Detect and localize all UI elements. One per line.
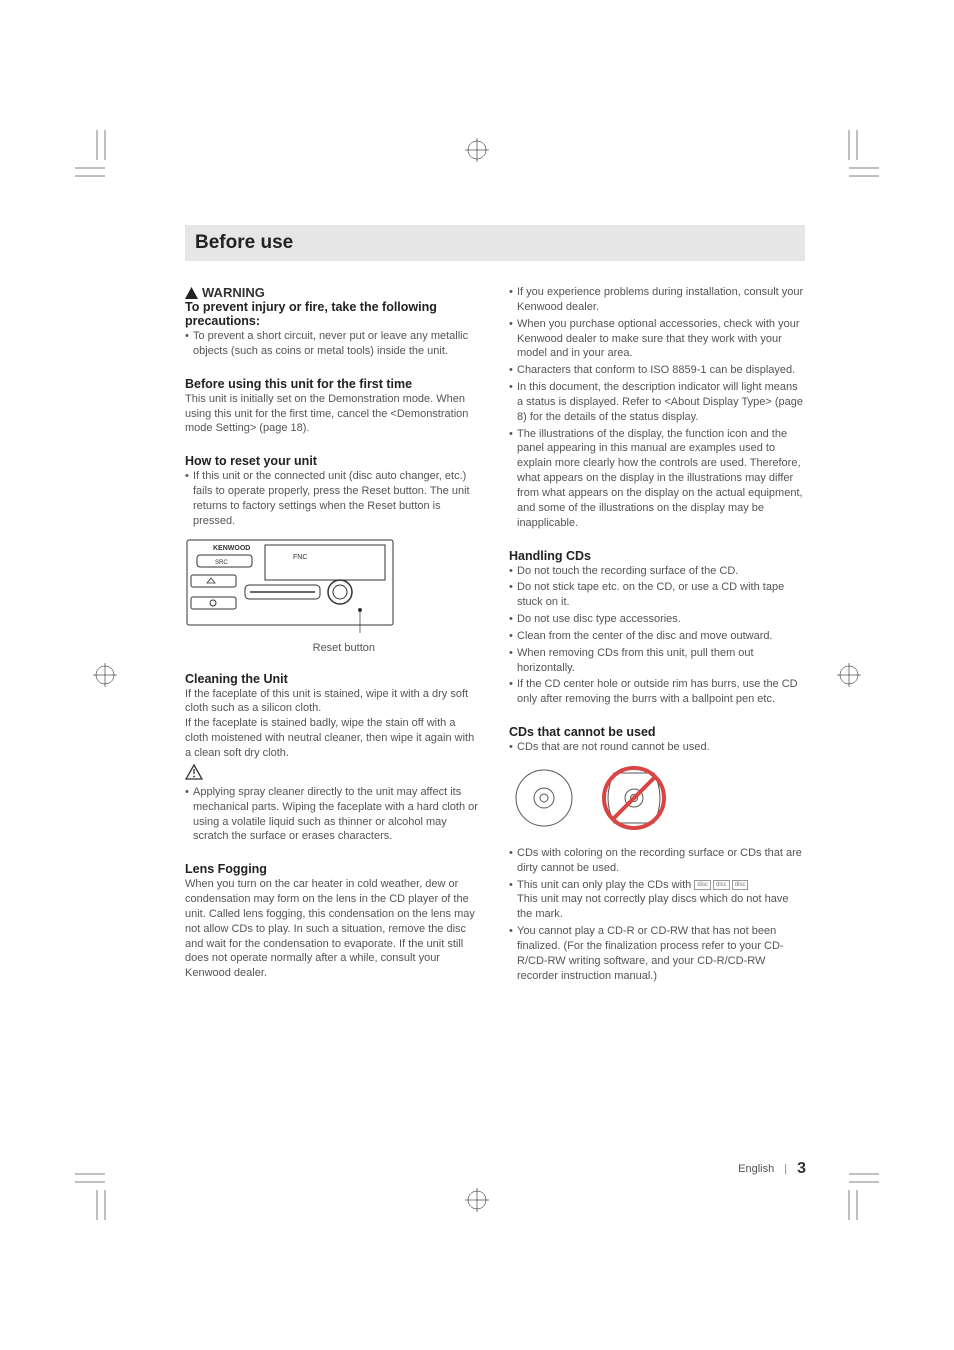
disc-logo-icon: disc xyxy=(694,880,711,890)
handling-heading: Handling CDs xyxy=(509,549,805,563)
list-item: Clean from the center of the disc and mo… xyxy=(509,629,805,644)
fogging-heading: Lens Fogging xyxy=(185,862,481,876)
list-item: Characters that conform to ISO 8859-1 ca… xyxy=(509,363,805,378)
list-item: To prevent a short circuit, never put or… xyxy=(185,329,481,359)
warning-triangle-icon xyxy=(185,287,198,299)
cleaning-caution-list: Applying spray cleaner directly to the u… xyxy=(185,785,481,844)
cd-shapes-diagram xyxy=(509,763,689,833)
fogging-body: When you turn on the car heater in cold … xyxy=(185,877,481,981)
list-item: When removing CDs from this unit, pull t… xyxy=(509,646,805,676)
first-time-body: This unit is initially set on the Demons… xyxy=(185,392,481,437)
cannot-play-note: This unit may not correctly play discs w… xyxy=(517,892,805,922)
reset-section: How to reset your unit If this unit or t… xyxy=(185,454,481,653)
page-title: Before use xyxy=(195,232,795,254)
handling-list: Do not touch the recording surface of th… xyxy=(509,564,805,708)
precautions-list: To prevent a short circuit, never put or… xyxy=(185,329,481,359)
list-item: If the CD center hole or outside rim has… xyxy=(509,677,805,707)
list-item: When you purchase optional accessories, … xyxy=(509,317,805,362)
precautions-heading: To prevent injury or fire, take the foll… xyxy=(185,300,481,328)
list-item: Do not stick tape etc. on the CD, or use… xyxy=(509,580,805,610)
general-notes-section: If you experience problems during instal… xyxy=(509,285,805,531)
brand-label: KENWOOD xyxy=(213,545,250,552)
general-notes-list: If you experience problems during instal… xyxy=(509,285,805,531)
disc-logo-icon: disc xyxy=(713,880,730,890)
reset-heading: How to reset your unit xyxy=(185,454,481,468)
footer-separator: | xyxy=(784,1163,787,1175)
cannot-intro-list: CDs that are not round cannot be used. xyxy=(509,740,805,755)
fnc-label: FNC xyxy=(293,554,307,561)
cannot-use-section: CDs that cannot be used CDs that are not… xyxy=(509,725,805,983)
list-item: In this document, the description indica… xyxy=(509,380,805,425)
first-time-heading: Before using this unit for the first tim… xyxy=(185,377,481,391)
list-item: If this unit or the connected unit (disc… xyxy=(185,469,481,528)
two-column-layout: WARNING To prevent injury or fire, take … xyxy=(185,285,805,1002)
disc-logo-icon: disc xyxy=(732,880,749,890)
reset-diagram: FNC KENWOOD SRC xyxy=(185,535,395,635)
section-title-bar: Before use xyxy=(185,225,805,261)
handling-cds-section: Handling CDs Do not touch the recording … xyxy=(509,549,805,708)
page-footer: English | 3 xyxy=(738,1160,806,1178)
list-item: If you experience problems during instal… xyxy=(509,285,805,315)
list-item: The illustrations of the display, the fu… xyxy=(509,427,805,531)
left-column: WARNING To prevent injury or fire, take … xyxy=(185,285,481,1002)
footer-language: English xyxy=(738,1163,774,1175)
cannot-play-text: This unit can only play the CDs with xyxy=(517,879,691,891)
list-item: Applying spray cleaner directly to the u… xyxy=(185,785,481,844)
warning-section: WARNING To prevent injury or fire, take … xyxy=(185,285,481,359)
fogging-section: Lens Fogging When you turn on the car he… xyxy=(185,862,481,981)
list-item: Do not use disc type accessories. xyxy=(509,612,805,627)
first-time-section: Before using this unit for the first tim… xyxy=(185,377,481,437)
list-item: CDs with coloring on the recording surfa… xyxy=(509,846,805,876)
caution-triangle-icon xyxy=(185,764,203,780)
warning-heading: WARNING xyxy=(185,285,481,300)
src-label: SRC xyxy=(215,560,228,566)
cannot-heading: CDs that cannot be used xyxy=(509,725,805,739)
reset-caption: Reset button xyxy=(185,642,395,654)
page-content: Before use WARNING To prevent injury or … xyxy=(185,225,805,1002)
list-item: CDs that are not round cannot be used. xyxy=(509,740,805,755)
cleaning-body: If the faceplate of this unit is stained… xyxy=(185,687,481,761)
reset-list: If this unit or the connected unit (disc… xyxy=(185,469,481,528)
cleaning-heading: Cleaning the Unit xyxy=(185,672,481,686)
list-item: Do not touch the recording surface of th… xyxy=(509,564,805,579)
cleaning-section: Cleaning the Unit If the faceplate of th… xyxy=(185,672,481,845)
list-item: You cannot play a CD-R or CD-RW that has… xyxy=(509,924,805,983)
page-number: 3 xyxy=(797,1160,806,1178)
cannot-list: CDs with coloring on the recording surfa… xyxy=(509,846,805,984)
warning-label: WARNING xyxy=(202,285,265,300)
list-item: This unit can only play the CDs with dis… xyxy=(509,878,805,923)
right-column: If you experience problems during instal… xyxy=(509,285,805,1002)
disc-logos: disc disc disc xyxy=(694,880,748,890)
